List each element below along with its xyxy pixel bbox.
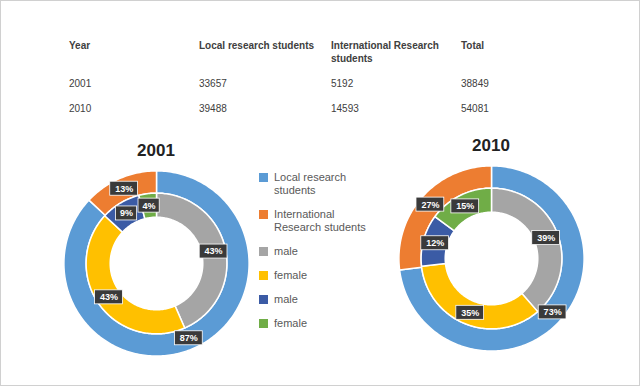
html-text:2001: 2001 <box>69 78 92 89</box>
html-text:39488: 39488 <box>199 103 227 114</box>
svg-text:73%: 73% <box>544 307 562 317</box>
html-text:male: male <box>274 245 298 257</box>
svg-text:43%: 43% <box>205 246 223 256</box>
svg-text:15%: 15% <box>456 201 474 211</box>
html-text:2010: 2010 <box>472 136 510 155</box>
html-text:male: male <box>274 293 298 305</box>
html-text:5192: 5192 <box>331 78 354 89</box>
html-text:International Research student: International Research students <box>274 208 366 233</box>
svg-text:9%: 9% <box>120 208 133 218</box>
svg-text:4%: 4% <box>143 201 156 211</box>
svg-text:87%: 87% <box>180 333 198 343</box>
html-text:33657: 33657 <box>199 78 227 89</box>
html-text:14593: 14593 <box>331 103 359 114</box>
html-text:54081: 54081 <box>461 103 489 114</box>
svg-text:43%: 43% <box>100 292 118 302</box>
html-text:2010: 2010 <box>69 103 92 114</box>
svg-text:13%: 13% <box>115 184 133 194</box>
html-text:38849: 38849 <box>461 78 489 89</box>
html-text:Total: Total <box>461 40 485 51</box>
html-text:Local research students: Local research students <box>199 40 314 51</box>
html-text:female: female <box>274 317 307 329</box>
html-text:2001: 2001 <box>137 141 175 160</box>
html-text:female: female <box>274 269 307 281</box>
svg-text:12%: 12% <box>426 238 444 248</box>
html-text:Year: Year <box>69 40 91 51</box>
html-text:International Research student: International Research students <box>331 40 439 64</box>
html-text:Local research students: Local research students <box>274 171 347 196</box>
svg-text:27%: 27% <box>421 199 439 209</box>
svg-text:35%: 35% <box>461 308 479 318</box>
svg-text:39%: 39% <box>537 233 555 243</box>
